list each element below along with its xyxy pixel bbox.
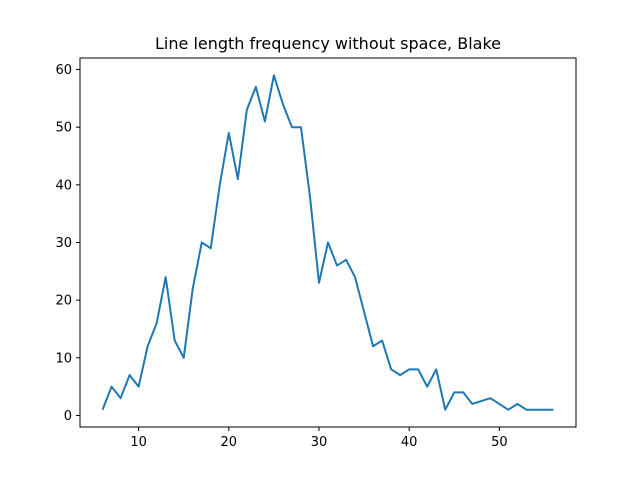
y-tick-label: 20 [55, 294, 72, 309]
x-axis: 10 20 30 40 50 [130, 427, 508, 450]
x-tick-label: 40 [401, 435, 418, 450]
y-tick-label: 60 [55, 63, 72, 78]
x-tick-label: 20 [221, 435, 238, 450]
plot-area [101, 74, 554, 411]
x-tick-label: 50 [491, 435, 508, 450]
axes-frame [79, 57, 577, 428]
y-tick-label: 10 [55, 351, 72, 366]
y-tick-label: 30 [55, 236, 72, 251]
x-tick-label: 30 [311, 435, 328, 450]
y-tick-label: 40 [55, 178, 72, 193]
x-tick-label: 10 [130, 435, 147, 450]
chart-title: Line length frequency without space, Bla… [155, 34, 501, 53]
y-tick-label: 0 [64, 409, 72, 424]
y-axis: 0 10 20 30 40 50 60 [55, 63, 80, 424]
y-tick-label: 50 [55, 121, 72, 136]
